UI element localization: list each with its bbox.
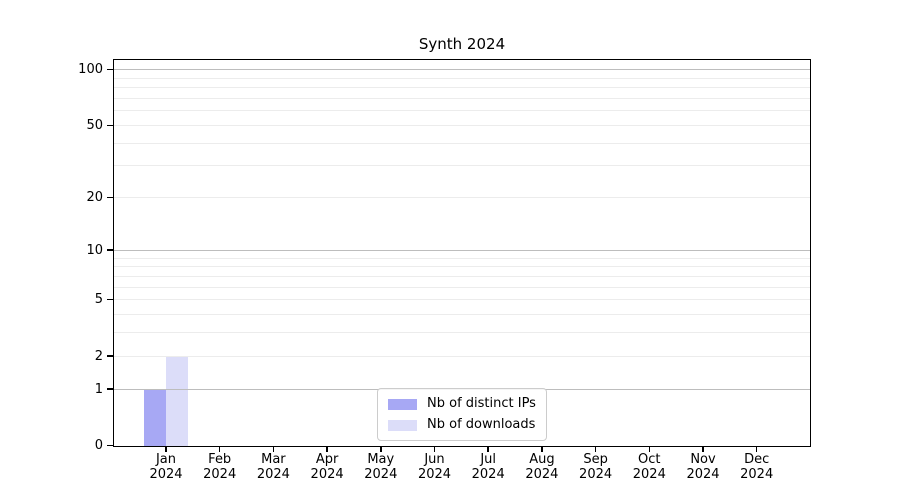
y-axis-tick-1	[107, 388, 113, 390]
x-tick-year: 2024	[256, 467, 290, 482]
y-axis-tick-50	[107, 124, 113, 127]
y-axis-tick-label-0: 0	[94, 438, 103, 453]
bar-nb-of-distinct-ips-jan	[143, 389, 166, 446]
y-axis-tick-5	[107, 298, 113, 301]
bars-layer	[114, 60, 810, 446]
x-axis-tick-jun	[433, 447, 436, 452]
x-axis-tick-label-apr: Apr 2024	[295, 452, 359, 482]
x-tick-year: 2024	[203, 467, 237, 482]
legend-label-distinct-ips: Nb of distinct IPs	[427, 396, 536, 411]
x-axis-tick-jul	[487, 447, 489, 452]
x-tick-month: Jun	[424, 452, 445, 467]
y-axis-tick-label-1: 1	[94, 381, 103, 397]
gridline-minor	[114, 110, 810, 112]
legend-swatch-distinct-ips	[388, 398, 417, 410]
x-tick-year: 2024	[632, 467, 666, 482]
gridline-minor	[114, 286, 810, 288]
x-axis-tick-mar	[272, 447, 275, 452]
y-axis-tick-20	[107, 196, 113, 199]
x-tick-year: 2024	[525, 467, 559, 482]
x-tick-month: Apr	[315, 452, 339, 467]
gridline-minor	[114, 124, 810, 126]
gridline-minor	[114, 87, 810, 89]
x-axis-tick-label-feb: Feb 2024	[188, 452, 252, 482]
gridline-minor	[114, 165, 810, 167]
x-axis-tick-label-dec: Dec 2024	[725, 452, 789, 482]
x-axis-tick-dec	[755, 447, 758, 452]
x-axis-tick-feb	[218, 447, 221, 452]
x-tick-month: Jan	[155, 452, 177, 467]
legend-item-downloads: Nb of downloads	[388, 417, 536, 433]
y-axis-tick-10	[107, 249, 113, 251]
x-axis-tick-apr	[326, 447, 328, 452]
x-tick-month: May	[367, 452, 395, 467]
legend-label-downloads: Nb of downloads	[427, 417, 536, 432]
y-axis-tick-label-2: 2	[94, 348, 103, 364]
x-axis-tick-label-may: May 2024	[349, 452, 413, 482]
x-tick-year: 2024	[149, 467, 183, 482]
legend-item-distinct-ips: Nb of distinct IPs	[388, 396, 536, 412]
x-axis-tick-may	[380, 447, 382, 452]
x-axis-tick-label-aug: Aug 2024	[510, 452, 574, 482]
y-axis-tick-label-10: 10	[86, 242, 103, 258]
y-axis-tick-label-20: 20	[86, 190, 103, 206]
x-axis-tick-label-nov: Nov 2024	[671, 452, 735, 482]
x-tick-month: Sep	[583, 452, 608, 467]
y-axis-tick-label-5: 5	[94, 292, 103, 308]
y-axis-tick-label-50: 50	[86, 117, 103, 133]
gridline-minor	[114, 313, 810, 315]
x-tick-month: Feb	[208, 452, 232, 467]
x-axis-tick-oct	[648, 447, 651, 452]
legend-swatch-downloads	[388, 419, 417, 431]
x-axis-tick-label-jan: Jan 2024	[134, 452, 198, 482]
gridline-minor	[114, 142, 810, 144]
x-axis-tick-jan	[165, 447, 167, 452]
gridline-minor	[114, 77, 810, 79]
x-axis-tick-label-mar: Mar 2024	[241, 452, 305, 482]
x-tick-month: Aug	[529, 452, 555, 467]
x-tick-year: 2024	[417, 467, 452, 482]
x-axis-tick-nov	[702, 447, 704, 452]
gridline-minor	[114, 97, 810, 99]
y-axis-tick-0	[107, 444, 113, 447]
gridline-major	[114, 249, 810, 251]
gridline-minor	[114, 257, 810, 259]
x-tick-year: 2024	[471, 467, 505, 482]
x-tick-month: Dec	[744, 452, 770, 467]
x-axis-tick-aug	[541, 447, 543, 452]
gridline-minor	[114, 332, 810, 334]
bar-nb-of-downloads-jan	[165, 356, 188, 446]
plot-area: Nb of distinct IPs Nb of downloads	[113, 59, 811, 447]
x-tick-month: Nov	[690, 452, 716, 467]
legend: Nb of distinct IPs Nb of downloads	[377, 388, 547, 441]
x-axis-tick-label-jun: Jun 2024	[403, 452, 467, 482]
x-axis-tick-label-jul: Jul 2024	[456, 452, 520, 482]
x-tick-year: 2024	[686, 467, 720, 482]
x-tick-year: 2024	[364, 467, 398, 482]
gridline-minor	[114, 266, 810, 268]
gridline-minor	[114, 275, 810, 277]
gridline-minor	[114, 299, 810, 301]
x-axis-tick-label-oct: Oct 2024	[617, 452, 681, 482]
gridline-minor	[114, 197, 810, 199]
x-tick-month: Mar	[261, 452, 286, 467]
x-axis-tick-sep	[594, 447, 597, 452]
x-tick-year: 2024	[740, 467, 774, 482]
x-tick-year: 2024	[310, 467, 344, 482]
x-tick-month: Oct	[638, 452, 661, 467]
y-axis-tick-label-100: 100	[78, 62, 103, 78]
x-axis-tick-label-sep: Sep 2024	[564, 452, 628, 482]
chart-title: Synth 2024	[418, 35, 506, 53]
y-axis-tick-100	[107, 68, 113, 71]
x-tick-year: 2024	[579, 467, 613, 482]
gridline-minor	[114, 355, 810, 357]
x-tick-month: Jul	[480, 452, 497, 467]
gridline-major	[114, 69, 810, 71]
y-axis-tick-2	[107, 355, 113, 357]
